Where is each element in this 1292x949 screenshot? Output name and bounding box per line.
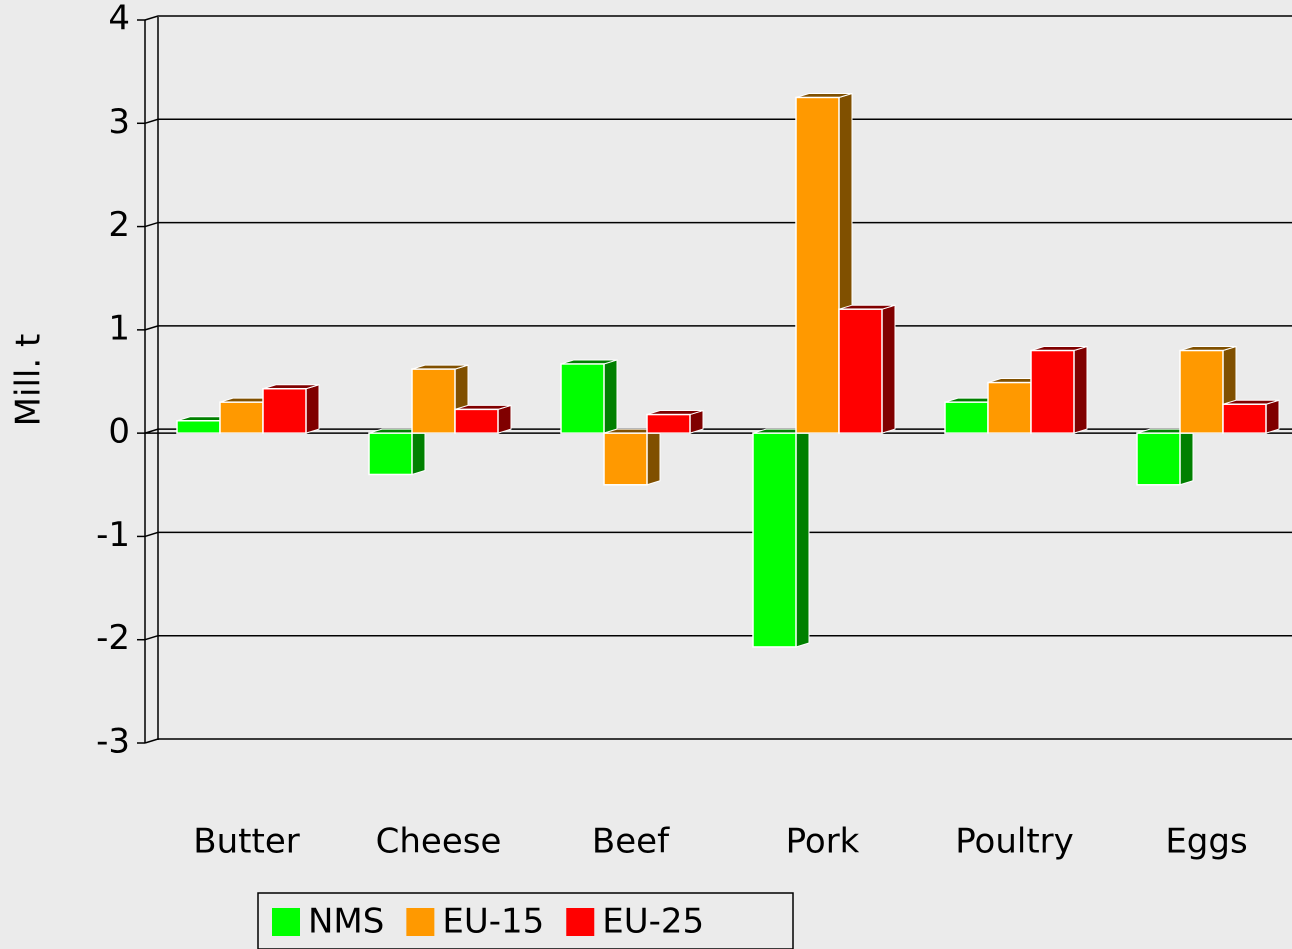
bar-side xyxy=(411,428,426,476)
legend-label: EU-15 xyxy=(442,902,544,942)
grid-line xyxy=(144,118,1292,125)
bar xyxy=(646,409,704,434)
y-tick-label: 1 xyxy=(108,308,130,348)
bar-front xyxy=(176,419,221,434)
bar-front xyxy=(987,381,1032,434)
bar xyxy=(1136,428,1194,486)
y-tick-label: -3 xyxy=(96,722,130,762)
bar xyxy=(1030,345,1088,434)
bar-front xyxy=(795,96,840,434)
legend-swatch xyxy=(566,908,595,936)
bar-side xyxy=(497,404,512,434)
bar xyxy=(838,304,896,434)
bar-front xyxy=(603,432,648,486)
bar-front xyxy=(646,413,691,434)
bar-side xyxy=(1073,345,1088,434)
bar-front xyxy=(454,408,499,434)
bar xyxy=(1222,399,1280,434)
bar-front xyxy=(219,401,264,434)
legend-box xyxy=(257,892,794,949)
grid-line xyxy=(144,221,1292,228)
y-tick-label: 2 xyxy=(108,205,130,245)
grid-line xyxy=(144,738,1292,744)
bar-front xyxy=(1136,432,1181,486)
bar-side xyxy=(305,384,320,434)
bar-side xyxy=(1265,399,1280,434)
bar-front xyxy=(560,363,605,434)
grid-line xyxy=(144,15,1292,21)
bar-front xyxy=(262,387,307,434)
legend-label: NMS xyxy=(308,902,384,942)
bar xyxy=(752,428,810,648)
x-tick-label: Butter xyxy=(193,822,299,862)
bar-front xyxy=(944,401,989,434)
legend-label: EU-25 xyxy=(602,902,704,942)
bar xyxy=(368,428,426,476)
bar-front xyxy=(752,432,797,648)
x-tick-label: Cheese xyxy=(376,822,502,862)
y-tick-label: 4 xyxy=(108,0,130,39)
bar-side xyxy=(795,428,810,648)
bar-front xyxy=(1179,349,1224,434)
y-axis-label: Mill. t xyxy=(9,334,49,427)
x-tick-label: Eggs xyxy=(1165,822,1247,862)
grid-line xyxy=(144,325,1292,331)
legend-swatch xyxy=(406,908,435,936)
x-tick-label: Pork xyxy=(786,822,860,862)
y-tick-label: 0 xyxy=(108,412,130,452)
bar-side xyxy=(881,304,896,434)
grid-line xyxy=(144,428,1292,434)
bar-front xyxy=(838,308,883,434)
grid-line xyxy=(144,634,1292,641)
bar-side xyxy=(1179,428,1194,486)
bar xyxy=(454,404,512,434)
y-tick-label: -2 xyxy=(96,618,130,658)
bar-side xyxy=(603,359,618,434)
x-tick-label: Beef xyxy=(592,822,670,862)
bar-front xyxy=(368,432,413,476)
legend-swatch xyxy=(272,908,300,936)
bar xyxy=(560,359,618,434)
bar-front xyxy=(1030,349,1075,434)
y-tick-label: 3 xyxy=(108,102,130,142)
y-tick-label: -1 xyxy=(96,515,130,555)
bar-front xyxy=(411,368,456,434)
bar xyxy=(262,384,320,434)
x-tick-label: Poultry xyxy=(955,822,1074,862)
grid-line xyxy=(144,531,1292,538)
bar xyxy=(603,428,661,486)
bar-front xyxy=(1222,403,1267,434)
bar-side xyxy=(646,428,661,486)
